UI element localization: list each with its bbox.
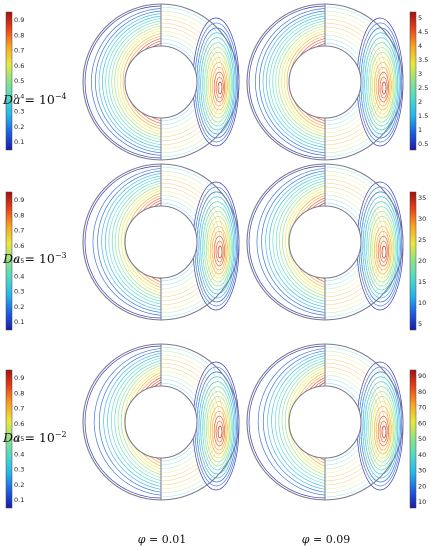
left-colorbar-tick-label: 0.5 xyxy=(14,435,24,443)
right-colorbar-tick-label: 25 xyxy=(418,236,426,244)
right-colorbar-tick-label: 20 xyxy=(418,482,426,490)
left-colorbar-tick-label: 0.1 xyxy=(14,318,24,326)
left-colorbar-tick-label: 0.6 xyxy=(14,62,24,70)
left-colorbar-tick-label: 0.3 xyxy=(14,108,24,116)
left-colorbar-tick-label: 0.6 xyxy=(14,420,24,428)
left-colorbar-tick-label: 0.9 xyxy=(14,16,24,24)
right-colorbar-tick-label: 80 xyxy=(418,388,426,396)
left-colorbar-row-3 xyxy=(5,369,13,509)
annulus-panel-row-1-col-2 xyxy=(246,3,404,161)
left-colorbar-tick-label: 0.7 xyxy=(14,405,24,413)
right-colorbar-row-3 xyxy=(409,369,417,509)
right-colorbar-tick-label: 1.5 xyxy=(418,112,428,120)
right-colorbar-tick-label: 5 xyxy=(418,14,422,22)
right-colorbar-row-1 xyxy=(409,11,417,151)
right-colorbar-tick-label: 10 xyxy=(418,498,426,506)
right-colorbar-tick-label: 15 xyxy=(418,278,426,286)
row-label-da-1e-3: Da = 10−3 xyxy=(3,251,67,267)
left-colorbar-tick-label: 0.4 xyxy=(14,450,24,458)
left-colorbar-tick-label: 0.2 xyxy=(14,123,24,131)
left-colorbar-tick-label: 0.3 xyxy=(14,466,24,474)
left-colorbar-tick-label: 0.1 xyxy=(14,138,24,146)
left-colorbar-tick-label: 0.5 xyxy=(14,77,24,85)
right-colorbar-tick-label: 4.5 xyxy=(418,28,428,36)
left-colorbar-tick-label: 0.5 xyxy=(14,257,24,265)
left-colorbar-tick-label: 0.9 xyxy=(14,374,24,382)
right-colorbar-tick-label: 3.5 xyxy=(418,56,428,64)
right-colorbar-tick-label: 90 xyxy=(418,372,426,380)
right-colorbar-tick-label: 35 xyxy=(418,194,426,202)
right-colorbar-tick-label: 5 xyxy=(418,320,422,328)
left-colorbar-tick-label: 0.1 xyxy=(14,496,24,504)
right-colorbar-tick-label: 0.5 xyxy=(418,140,428,148)
right-colorbar-tick-label: 10 xyxy=(418,299,426,307)
left-colorbar-row-1 xyxy=(5,11,13,151)
left-colorbar-tick-label: 0.8 xyxy=(14,389,24,397)
right-colorbar-tick-label: 30 xyxy=(418,467,426,475)
annulus-panel-row-2-col-1 xyxy=(82,163,240,321)
right-colorbar-tick-label: 1 xyxy=(418,126,422,134)
left-colorbar-tick-label: 0.4 xyxy=(14,92,24,100)
annulus-panel-row-3-col-1 xyxy=(82,343,240,501)
right-colorbar-tick-label: 60 xyxy=(418,419,426,427)
annulus-panel-row-2-col-2 xyxy=(246,163,404,321)
left-colorbar-tick-label: 0.2 xyxy=(14,481,24,489)
left-colorbar-tick-label: 0.9 xyxy=(14,196,24,204)
right-colorbar-row-2 xyxy=(409,191,417,331)
left-colorbar-row-2 xyxy=(5,191,13,331)
left-colorbar-tick-label: 0.8 xyxy=(14,211,24,219)
left-colorbar-tick-label: 0.6 xyxy=(14,242,24,250)
right-colorbar-tick-label: 2 xyxy=(418,98,422,106)
right-colorbar-tick-label: 2.5 xyxy=(418,84,428,92)
left-colorbar-tick-label: 0.7 xyxy=(14,47,24,55)
left-colorbar-tick-label: 0.4 xyxy=(14,272,24,280)
left-colorbar-tick-label: 0.2 xyxy=(14,303,24,311)
left-colorbar-tick-label: 0.7 xyxy=(14,227,24,235)
left-colorbar-tick-label: 0.8 xyxy=(14,31,24,39)
right-colorbar-tick-label: 20 xyxy=(418,257,426,265)
left-colorbar-tick-label: 0.3 xyxy=(14,288,24,296)
right-colorbar-tick-label: 30 xyxy=(418,215,426,223)
right-colorbar-tick-label: 50 xyxy=(418,435,426,443)
column-label-phi-0-09: φ = 0.09 xyxy=(301,533,351,546)
right-colorbar-tick-label: 4 xyxy=(418,42,422,50)
annulus-panel-row-3-col-2 xyxy=(246,343,404,501)
right-colorbar-tick-label: 70 xyxy=(418,404,426,412)
right-colorbar-tick-label: 3 xyxy=(418,70,422,78)
row-label-da-1e-4: Da = 10−4 xyxy=(3,92,67,108)
row-label-da-1e-2: Da = 10−2 xyxy=(3,430,67,446)
annulus-panel-row-1-col-1 xyxy=(82,3,240,161)
column-label-phi-0-01: φ = 0.01 xyxy=(137,533,187,546)
right-colorbar-tick-label: 40 xyxy=(418,451,426,459)
